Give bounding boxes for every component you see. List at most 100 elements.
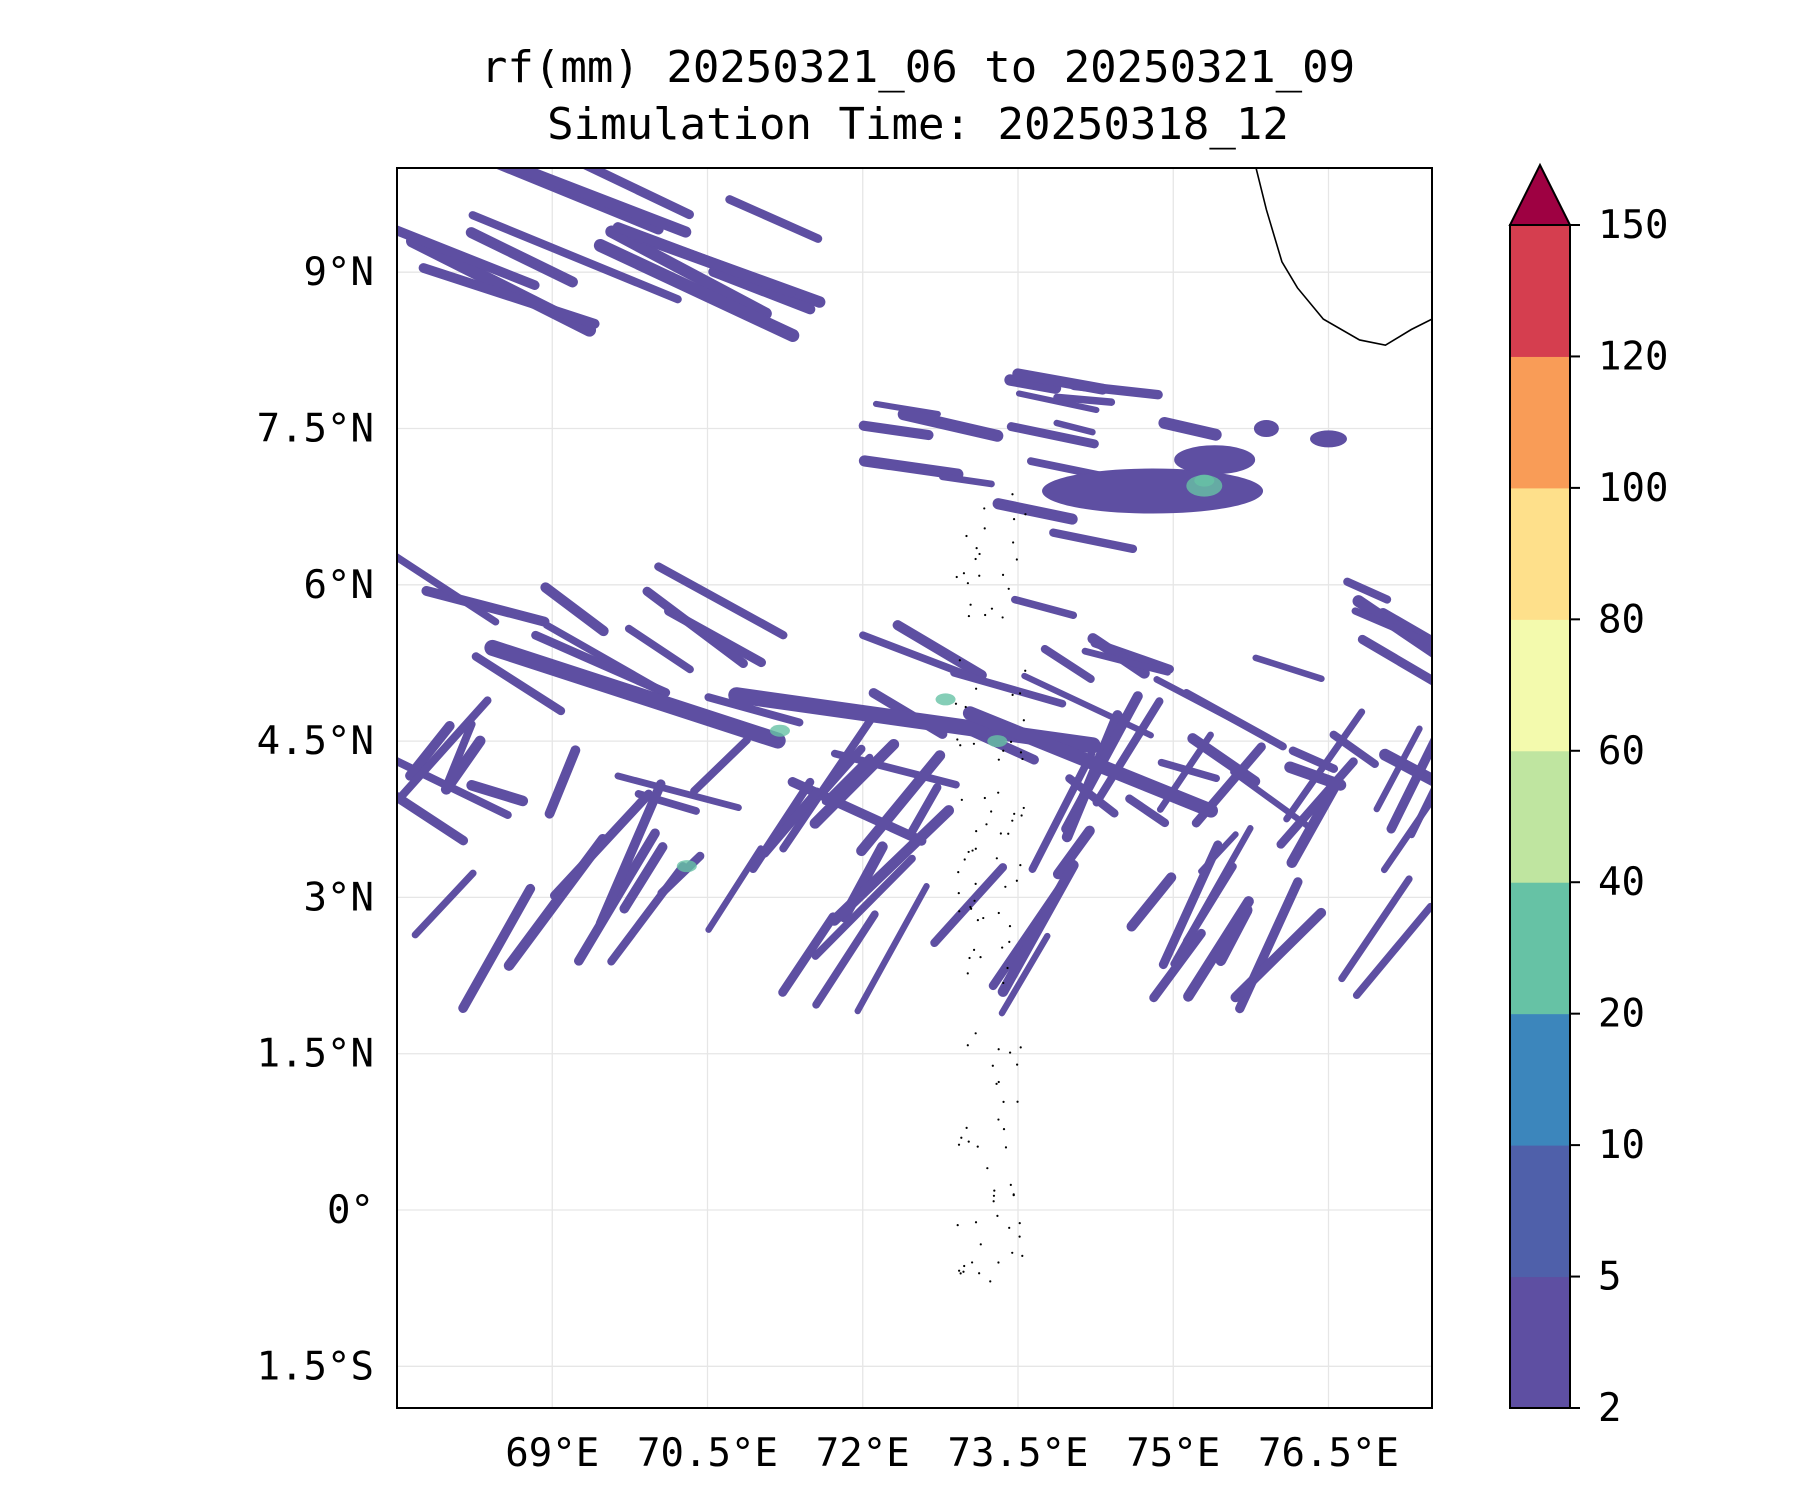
colorbar-segment bbox=[1510, 619, 1570, 752]
rain-streak bbox=[1149, 928, 1206, 1003]
latitude-axis: 9°N 7.5°N 6°N 4.5°N 3°N 1.5°N 0° 1.5°S bbox=[257, 250, 374, 1389]
rain-streak bbox=[1343, 577, 1392, 604]
rain-streak bbox=[1198, 831, 1239, 875]
rain-streak bbox=[1357, 634, 1432, 686]
rain-streak bbox=[607, 862, 687, 966]
heavy-rain-core bbox=[676, 860, 697, 873]
heavy-rain-core bbox=[987, 735, 1008, 748]
rain-streak bbox=[1352, 902, 1432, 1000]
rain-streak bbox=[1004, 374, 1062, 394]
atoll-outline bbox=[963, 1264, 966, 1268]
atoll-outline bbox=[966, 972, 969, 975]
rain-streak bbox=[1092, 697, 1164, 807]
rain-streak bbox=[690, 736, 751, 796]
atoll-outline bbox=[957, 1143, 961, 1146]
atoll-outline bbox=[1021, 1254, 1024, 1257]
atoll-outline bbox=[997, 1080, 1000, 1084]
rain-streak bbox=[930, 863, 1008, 948]
rain-streak bbox=[939, 473, 995, 488]
atoll-outline bbox=[983, 507, 986, 510]
rain-streak bbox=[465, 227, 578, 288]
rain-streak bbox=[997, 859, 1079, 997]
atoll-outline bbox=[1018, 1222, 1021, 1225]
atoll-outline bbox=[974, 557, 977, 561]
colorbar-tick-label: 2 bbox=[1598, 1386, 1621, 1431]
longitude-axis: 69°E 70.5°E 72°E 73.5°E 75°E 76.5°E bbox=[505, 1431, 1399, 1476]
latitude-tick-label: 1.5°N bbox=[257, 1032, 374, 1077]
atoll-outline bbox=[990, 810, 993, 813]
longitude-tick-label: 76.5°E bbox=[1258, 1431, 1399, 1476]
rain-streak bbox=[858, 420, 934, 441]
rain-streak bbox=[654, 562, 788, 640]
atoll-outline bbox=[968, 956, 971, 960]
rain-cell bbox=[1174, 445, 1256, 475]
rain-streak bbox=[542, 621, 664, 694]
colorbar-segment bbox=[1510, 1145, 1570, 1278]
atoll-outline bbox=[1022, 806, 1025, 810]
atoll-outline bbox=[1004, 885, 1007, 888]
atoll-outline bbox=[975, 830, 978, 833]
atoll-outline bbox=[958, 1269, 961, 1272]
longitude-tick-label: 70.5°E bbox=[637, 1431, 778, 1476]
colorbar-tick-label: 40 bbox=[1598, 860, 1645, 905]
atoll-outline bbox=[975, 687, 978, 690]
rainfall-field bbox=[397, 168, 1432, 1283]
rain-streak bbox=[897, 408, 1004, 442]
rain-streak bbox=[760, 787, 822, 858]
rain-cell bbox=[1310, 430, 1347, 448]
atoll-outline bbox=[955, 575, 958, 579]
rain-streak bbox=[1182, 862, 1237, 946]
longitude-tick-label: 73.5°E bbox=[948, 1431, 1089, 1476]
atoll-outline bbox=[1016, 1063, 1019, 1066]
atoll-outline bbox=[959, 1272, 962, 1275]
atoll-outline bbox=[990, 607, 994, 610]
atoll-outline bbox=[1002, 1100, 1005, 1103]
colorbar-segment bbox=[1510, 882, 1570, 1015]
rain-streak bbox=[595, 779, 666, 929]
coastline bbox=[954, 168, 1432, 1283]
india-coastline bbox=[1255, 168, 1432, 346]
rain-streak bbox=[950, 668, 1067, 708]
map-title-line-1: rf(mm) 20250321_06 to 20250321_09 bbox=[480, 42, 1356, 93]
atoll-outline bbox=[964, 705, 967, 709]
atoll-outline bbox=[992, 1194, 996, 1197]
rain-cell bbox=[1042, 468, 1264, 514]
colorbar-segment bbox=[1510, 487, 1570, 620]
atoll-outline bbox=[972, 742, 976, 745]
atoll-outline bbox=[1007, 587, 1010, 590]
longitude-tick-label: 69°E bbox=[505, 1431, 599, 1476]
rain-streak bbox=[466, 780, 529, 807]
atoll-outline bbox=[991, 1064, 994, 1067]
rain-streak bbox=[1040, 644, 1095, 683]
rain-streak bbox=[418, 263, 600, 329]
rain-streak bbox=[484, 639, 786, 749]
atoll-outline bbox=[1018, 1235, 1021, 1238]
rain-streak bbox=[642, 586, 748, 668]
atoll-outline bbox=[1024, 513, 1027, 516]
atoll-outline bbox=[983, 527, 986, 530]
atoll-outline bbox=[1013, 812, 1016, 815]
atoll-outline bbox=[974, 1221, 978, 1224]
atoll-outline bbox=[965, 1126, 968, 1129]
rain-streak bbox=[821, 753, 874, 806]
atoll-outline bbox=[1009, 1183, 1012, 1186]
rain-streak bbox=[503, 168, 692, 238]
atoll-outline bbox=[997, 1048, 1000, 1051]
atoll-outline bbox=[965, 534, 968, 538]
rain-streak bbox=[397, 552, 500, 626]
atoll-outline bbox=[1008, 1226, 1011, 1229]
rain-streak bbox=[704, 693, 804, 727]
colorbar-segment bbox=[1510, 1013, 1570, 1146]
rain-streak bbox=[811, 854, 916, 960]
atoll-outline bbox=[985, 823, 988, 826]
rain-streak bbox=[624, 624, 694, 674]
atoll-outline bbox=[1008, 925, 1012, 928]
rain-streak bbox=[605, 225, 772, 320]
rain-streak bbox=[1028, 749, 1096, 873]
colorbar-extend-arrow bbox=[1508, 162, 1572, 226]
map-title-line-2: Simulation Time: 20250318_12 bbox=[547, 99, 1289, 150]
rain-streak bbox=[907, 783, 942, 836]
rain-streak bbox=[421, 585, 550, 627]
rain-streak bbox=[471, 652, 566, 716]
